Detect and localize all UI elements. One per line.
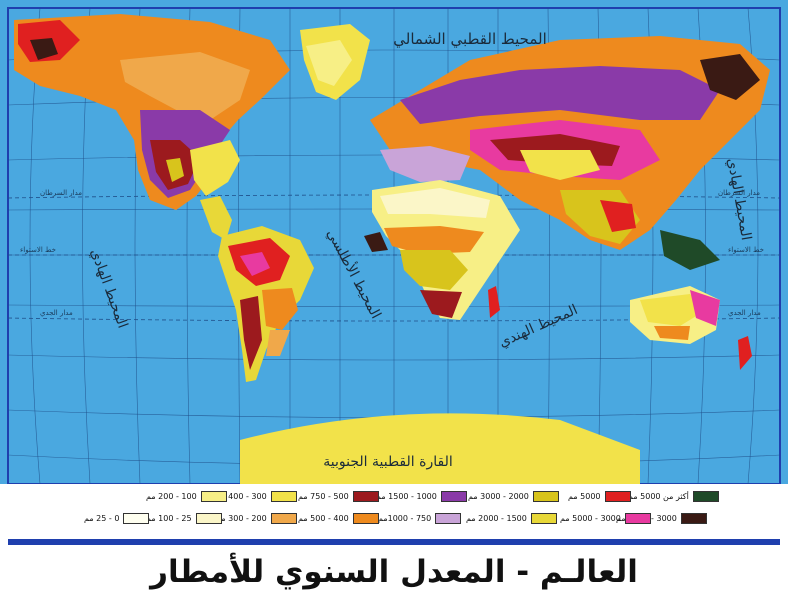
greenland	[300, 24, 370, 100]
north-america	[14, 14, 290, 240]
legend-item: 200 - 300 مم	[216, 512, 297, 524]
australia	[630, 286, 720, 344]
legend-item: 400 - 500 مم	[298, 512, 379, 524]
madagascar	[488, 286, 500, 318]
world-rainfall-map: المحيط القطبي الشمالي المحيط الهادي المح…	[0, 0, 788, 484]
legend-item: 100 - 200 مم	[146, 490, 227, 502]
tropic-cancer-left-label: مدار السرطان	[40, 189, 82, 197]
eurasia	[370, 36, 770, 270]
map-title: العالـم - المعدل السنوي للأمطار	[150, 554, 638, 590]
arctic-ocean-label: المحيط القطبي الشمالي	[393, 30, 547, 49]
legend-item: 750 - 1000مم	[378, 512, 462, 524]
africa	[364, 180, 520, 320]
equator-right-label: خط الاستواء	[728, 246, 764, 254]
tropic-cancer-right-label: مدار السرطان	[718, 189, 760, 197]
tropic-capricorn-left-label: مدار الجدي	[40, 309, 73, 317]
equator-left-label: خط الاستواء	[20, 246, 56, 254]
legend-item: 1000 - 1500 مم	[376, 490, 467, 502]
south-america	[218, 226, 314, 382]
antarctica-label: القارة القطبية الجنوبية	[323, 454, 452, 470]
antarctica	[240, 413, 640, 484]
title-divider	[8, 539, 780, 545]
legend-item: 300 - 400 مم	[216, 490, 297, 502]
legend-item: 0 - 25 مم	[84, 512, 150, 524]
legend-item: 2000 - 3000 مم	[468, 490, 559, 502]
legend-item: 500 - 750 مم	[298, 490, 379, 502]
legend-item: 1500 - 2000 مم	[466, 512, 557, 524]
legend-item: 3000 - 5000 مم	[560, 512, 651, 524]
legend-item: 5000 مم	[568, 490, 631, 502]
new-zealand	[738, 336, 752, 370]
legend-item: 25 - 100 مم	[146, 512, 222, 524]
legend-item: أكثر من 5000 مم	[628, 490, 719, 502]
rainfall-legend: أكثر من 5000 مم 5000 مم 2000 - 3000 مم 1…	[0, 484, 788, 538]
tropic-capricorn-right-label: مدار الجدي	[728, 309, 761, 317]
